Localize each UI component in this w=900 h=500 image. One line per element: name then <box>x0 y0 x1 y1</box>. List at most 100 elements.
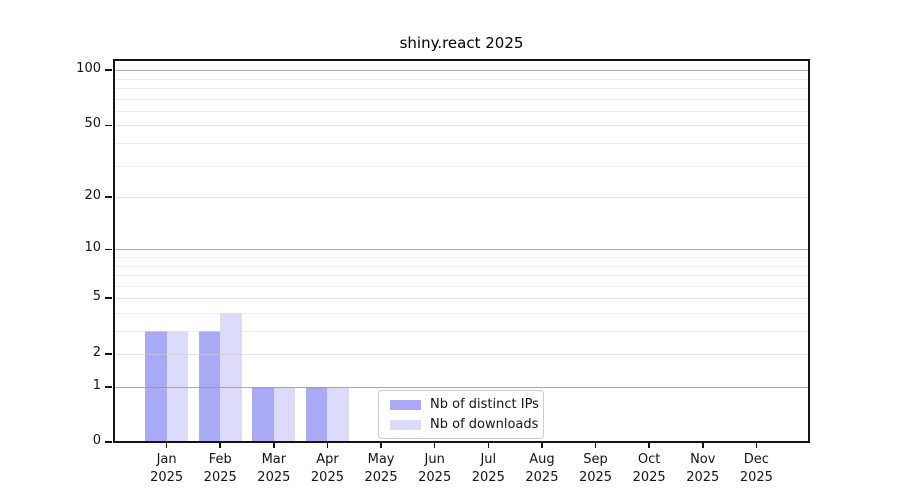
x-axis-tick <box>648 443 650 448</box>
x-axis-tick-label: May 2025 <box>349 451 413 487</box>
bar-downloads <box>327 387 349 442</box>
x-axis-tick <box>326 443 329 448</box>
x-axis-tick-label: Aug 2025 <box>510 451 574 487</box>
bar-downloads <box>273 387 296 442</box>
x-tick-month: Apr <box>316 452 339 467</box>
x-tick-year: 2025 <box>257 470 291 485</box>
legend-label: Nb of distinct IPs <box>430 397 539 412</box>
x-axis-tick <box>273 443 275 448</box>
x-axis-tick <box>701 443 704 448</box>
gridline-minor <box>113 78 810 80</box>
y-axis-tick <box>105 353 112 356</box>
gridline-major <box>113 249 810 251</box>
x-tick-year: 2025 <box>632 470 666 485</box>
y-axis-tick-label: 2 <box>92 345 101 361</box>
gridline-minor <box>113 275 810 277</box>
x-tick-month: Nov <box>690 452 716 467</box>
x-axis-tick <box>380 443 382 448</box>
y-axis-tick <box>105 69 112 71</box>
x-tick-month: Oct <box>637 452 661 467</box>
bar-distinct-ips <box>198 331 221 442</box>
x-tick-month: Jun <box>424 452 445 467</box>
bar-distinct-ips <box>305 387 328 442</box>
x-axis-tick-label: Feb 2025 <box>188 451 252 487</box>
x-tick-month: Feb <box>208 452 232 467</box>
gridline-minor <box>113 257 810 258</box>
x-tick-month: Mar <box>261 452 287 467</box>
y-axis-tick <box>105 386 112 388</box>
x-tick-year: 2025 <box>364 470 398 485</box>
legend-swatch-distinct-ips <box>390 399 421 410</box>
plot-area: 0 1 2 5 10 20 50 100 Jan 2025 Feb 2025 Mar 2025 Apr 202… <box>76 59 810 485</box>
x-tick-year: 2025 <box>525 470 559 485</box>
gridline-major <box>113 387 810 388</box>
x-tick-month: Aug <box>529 452 555 467</box>
x-axis-tick <box>541 443 543 448</box>
x-tick-month: Sep <box>583 452 608 467</box>
plot-border-top <box>113 59 810 61</box>
x-axis-tick-label: Oct 2025 <box>617 451 681 487</box>
gridline-mid <box>113 298 810 300</box>
x-axis-tick-label: Jul 2025 <box>456 451 520 487</box>
bar-downloads <box>220 312 242 442</box>
y-axis-tick-label: 100 <box>76 61 101 77</box>
plot-border-right <box>808 59 810 443</box>
bar-distinct-ips <box>145 331 167 442</box>
gridline-minor <box>113 143 810 145</box>
y-axis-tick <box>105 196 112 198</box>
gridline-mid <box>113 354 810 356</box>
legend: Nb of distinct IPs Nb of downloads <box>378 390 544 439</box>
y-axis-tick-label: 5 <box>92 289 101 305</box>
gridline-minor <box>113 98 810 100</box>
chart-title: shiny.react 2025 <box>399 34 524 52</box>
legend-entry: Nb of distinct IPs <box>385 396 539 413</box>
gridline-mid <box>113 125 810 127</box>
legend-swatch-downloads <box>390 419 421 430</box>
x-tick-year: 2025 <box>578 470 613 485</box>
gridline-minor <box>113 312 810 314</box>
x-axis-tick-label: Dec 2025 <box>724 451 788 487</box>
y-axis-tick-label: 50 <box>84 116 101 132</box>
x-tick-year: 2025 <box>150 470 184 485</box>
x-tick-year: 2025 <box>203 470 237 485</box>
x-tick-year: 2025 <box>310 470 344 485</box>
plot-border-bottom <box>113 441 810 443</box>
x-axis-tick <box>219 443 222 448</box>
y-axis-tick-label: 0 <box>92 433 101 448</box>
y-axis-tick <box>105 441 112 443</box>
plot-border-left <box>113 59 115 443</box>
x-tick-month: Jan <box>156 452 177 467</box>
gridline-minor <box>113 265 810 267</box>
y-axis-tick <box>105 124 112 127</box>
x-axis-tick <box>433 443 436 448</box>
x-axis-tick-label: Apr 2025 <box>295 451 359 487</box>
x-axis-tick <box>594 443 597 448</box>
gridline-major <box>113 70 810 72</box>
x-tick-year: 2025 <box>686 470 720 485</box>
legend-entry: Nb of downloads <box>385 416 538 433</box>
x-tick-month: May <box>367 452 395 467</box>
x-tick-year: 2025 <box>418 470 452 485</box>
x-axis-tick-label: Sep 2025 <box>564 451 628 487</box>
gridline-minor <box>113 285 810 287</box>
gridline-minor <box>113 165 810 167</box>
y-axis-tick-label: 20 <box>84 188 101 204</box>
x-axis-tick <box>165 443 168 448</box>
y-axis-tick <box>105 248 112 251</box>
x-tick-year: 2025 <box>471 470 505 485</box>
x-tick-month: Jul <box>480 452 497 467</box>
x-tick-month: Dec <box>743 452 769 467</box>
x-axis-tick <box>487 443 490 448</box>
x-tick-year: 2025 <box>739 470 773 485</box>
x-axis-tick-label: Jan 2025 <box>135 451 199 487</box>
x-axis-tick-label: Jun 2025 <box>403 451 467 487</box>
y-axis-tick-label: 1 <box>92 378 101 393</box>
x-axis-tick-label: Nov 2025 <box>671 451 735 487</box>
x-axis-tick <box>755 443 758 448</box>
y-axis-tick <box>105 297 112 300</box>
x-axis-tick-label: Mar 2025 <box>242 451 306 487</box>
gridline-minor <box>113 331 810 333</box>
bar-distinct-ips <box>252 387 274 442</box>
y-axis-tick-label: 10 <box>84 240 101 256</box>
